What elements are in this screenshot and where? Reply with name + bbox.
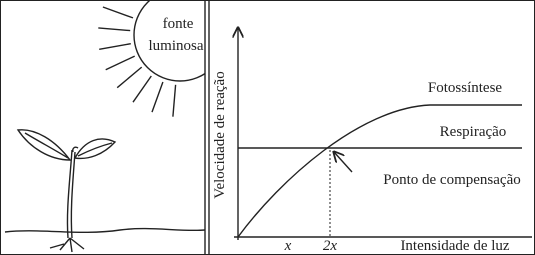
y-axis-label: Velocidade de reação	[212, 71, 228, 198]
annotation: Ponto de compensação	[383, 172, 520, 188]
page: fonte luminosa Velocidade de reação Inte…	[0, 0, 535, 255]
photosynthesis-label: Fotossíntese	[428, 80, 503, 96]
x-axis-label: Intensidade de luz	[400, 238, 509, 254]
figure: fonte luminosa Velocidade de reação Inte…	[0, 0, 535, 255]
sun-label: fonte	[163, 16, 194, 32]
sun-label: luminosa	[149, 38, 204, 54]
plant	[5, 130, 205, 252]
x-tick-label: 2x	[323, 238, 338, 254]
annotation-arrow	[334, 152, 352, 172]
x-tick-label: x	[284, 238, 292, 254]
respiration-label: Respiração	[440, 124, 507, 140]
